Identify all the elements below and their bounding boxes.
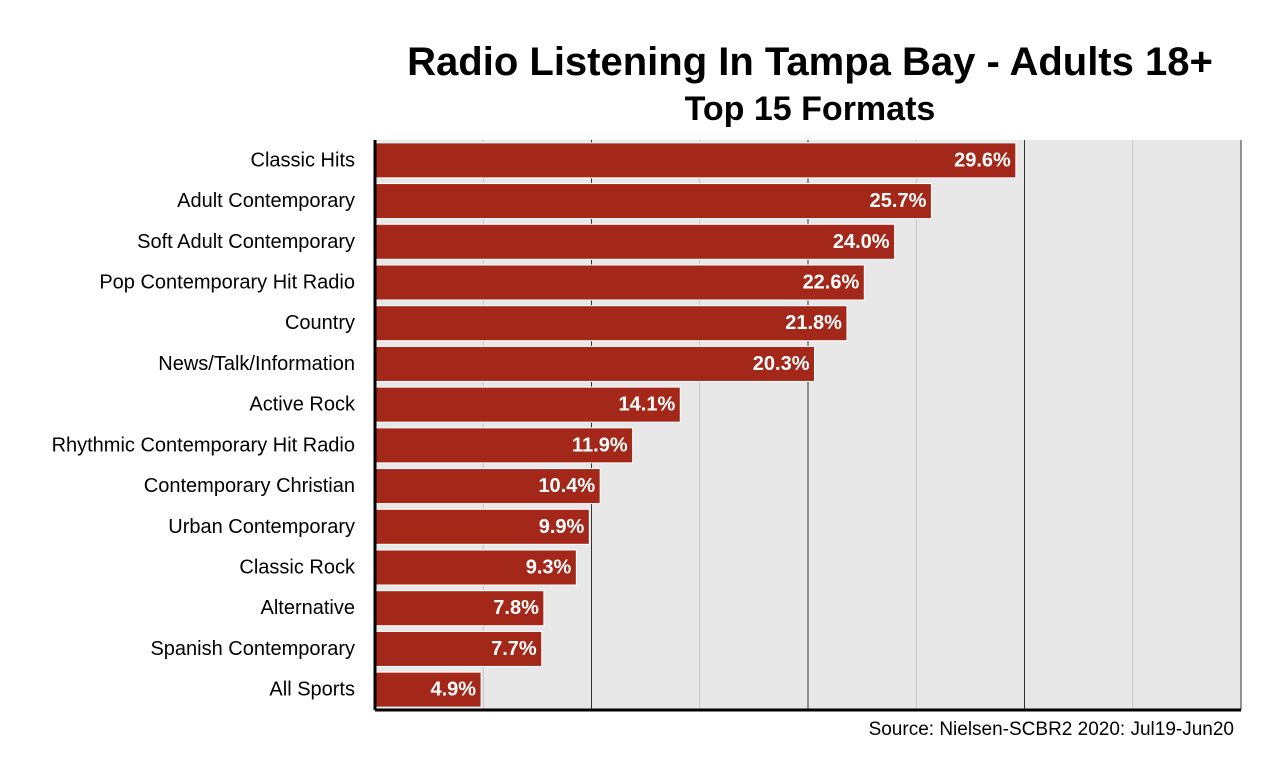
category-label: News/Talk/Information (158, 353, 355, 375)
bar (374, 183, 932, 220)
value-label: 9.9% (539, 516, 585, 538)
value-label: 10.4% (538, 475, 595, 497)
category-label: Contemporary Christian (144, 475, 355, 497)
value-label: 7.8% (493, 597, 539, 619)
category-label: Soft Adult Contemporary (137, 231, 355, 253)
category-label: Country (285, 312, 355, 334)
bar (374, 590, 545, 627)
category-label: All Sports (269, 679, 355, 701)
category-label: Active Rock (249, 394, 356, 416)
category-label: Classic Hits (251, 149, 355, 171)
value-label: 7.7% (491, 638, 537, 660)
bar (374, 142, 1017, 179)
chart-title: Radio Listening In Tampa Bay - Adults 18… (407, 40, 1213, 84)
bar (374, 223, 896, 260)
bars (374, 142, 1017, 708)
value-label: 20.3% (753, 353, 810, 375)
value-label: 4.9% (430, 679, 476, 701)
value-label: 22.6% (803, 272, 860, 294)
category-label: Adult Contemporary (177, 190, 355, 212)
value-label: 24.0% (833, 231, 890, 253)
bar (374, 549, 577, 586)
bar (374, 671, 482, 708)
bar (374, 386, 681, 423)
value-label: 25.7% (870, 190, 927, 212)
bar (374, 264, 865, 301)
value-labels: 29.6% 25.7% 24.0% 22.6% 21.8% 20.3% 14.1% 11.9%… (430, 149, 1011, 700)
bar (374, 345, 815, 382)
bar (374, 508, 590, 545)
category-label: Classic Rock (239, 557, 356, 579)
category-label: Pop Contemporary Hit Radio (99, 272, 355, 294)
value-label: 21.8% (785, 312, 842, 334)
category-label: Urban Contemporary (168, 516, 355, 538)
bar (374, 305, 848, 342)
category-label: Spanish Contemporary (150, 638, 355, 660)
category-labels: Classic Hits Adult Contemporary Soft Adult… (52, 149, 356, 700)
bar (374, 630, 543, 667)
bar (374, 468, 601, 505)
value-label: 29.6% (954, 149, 1011, 171)
category-label: Rhythmic Contemporary Hit Radio (52, 434, 355, 456)
category-label: Alternative (261, 597, 356, 619)
value-label: 14.1% (619, 394, 676, 416)
value-label: 11.9% (572, 434, 628, 456)
source-note: Source: Nielsen-SCBR2 2020: Jul19-Jun20 (868, 719, 1234, 740)
chart-subtitle: Top 15 Formats (684, 90, 936, 128)
value-label: 9.3% (526, 557, 572, 579)
